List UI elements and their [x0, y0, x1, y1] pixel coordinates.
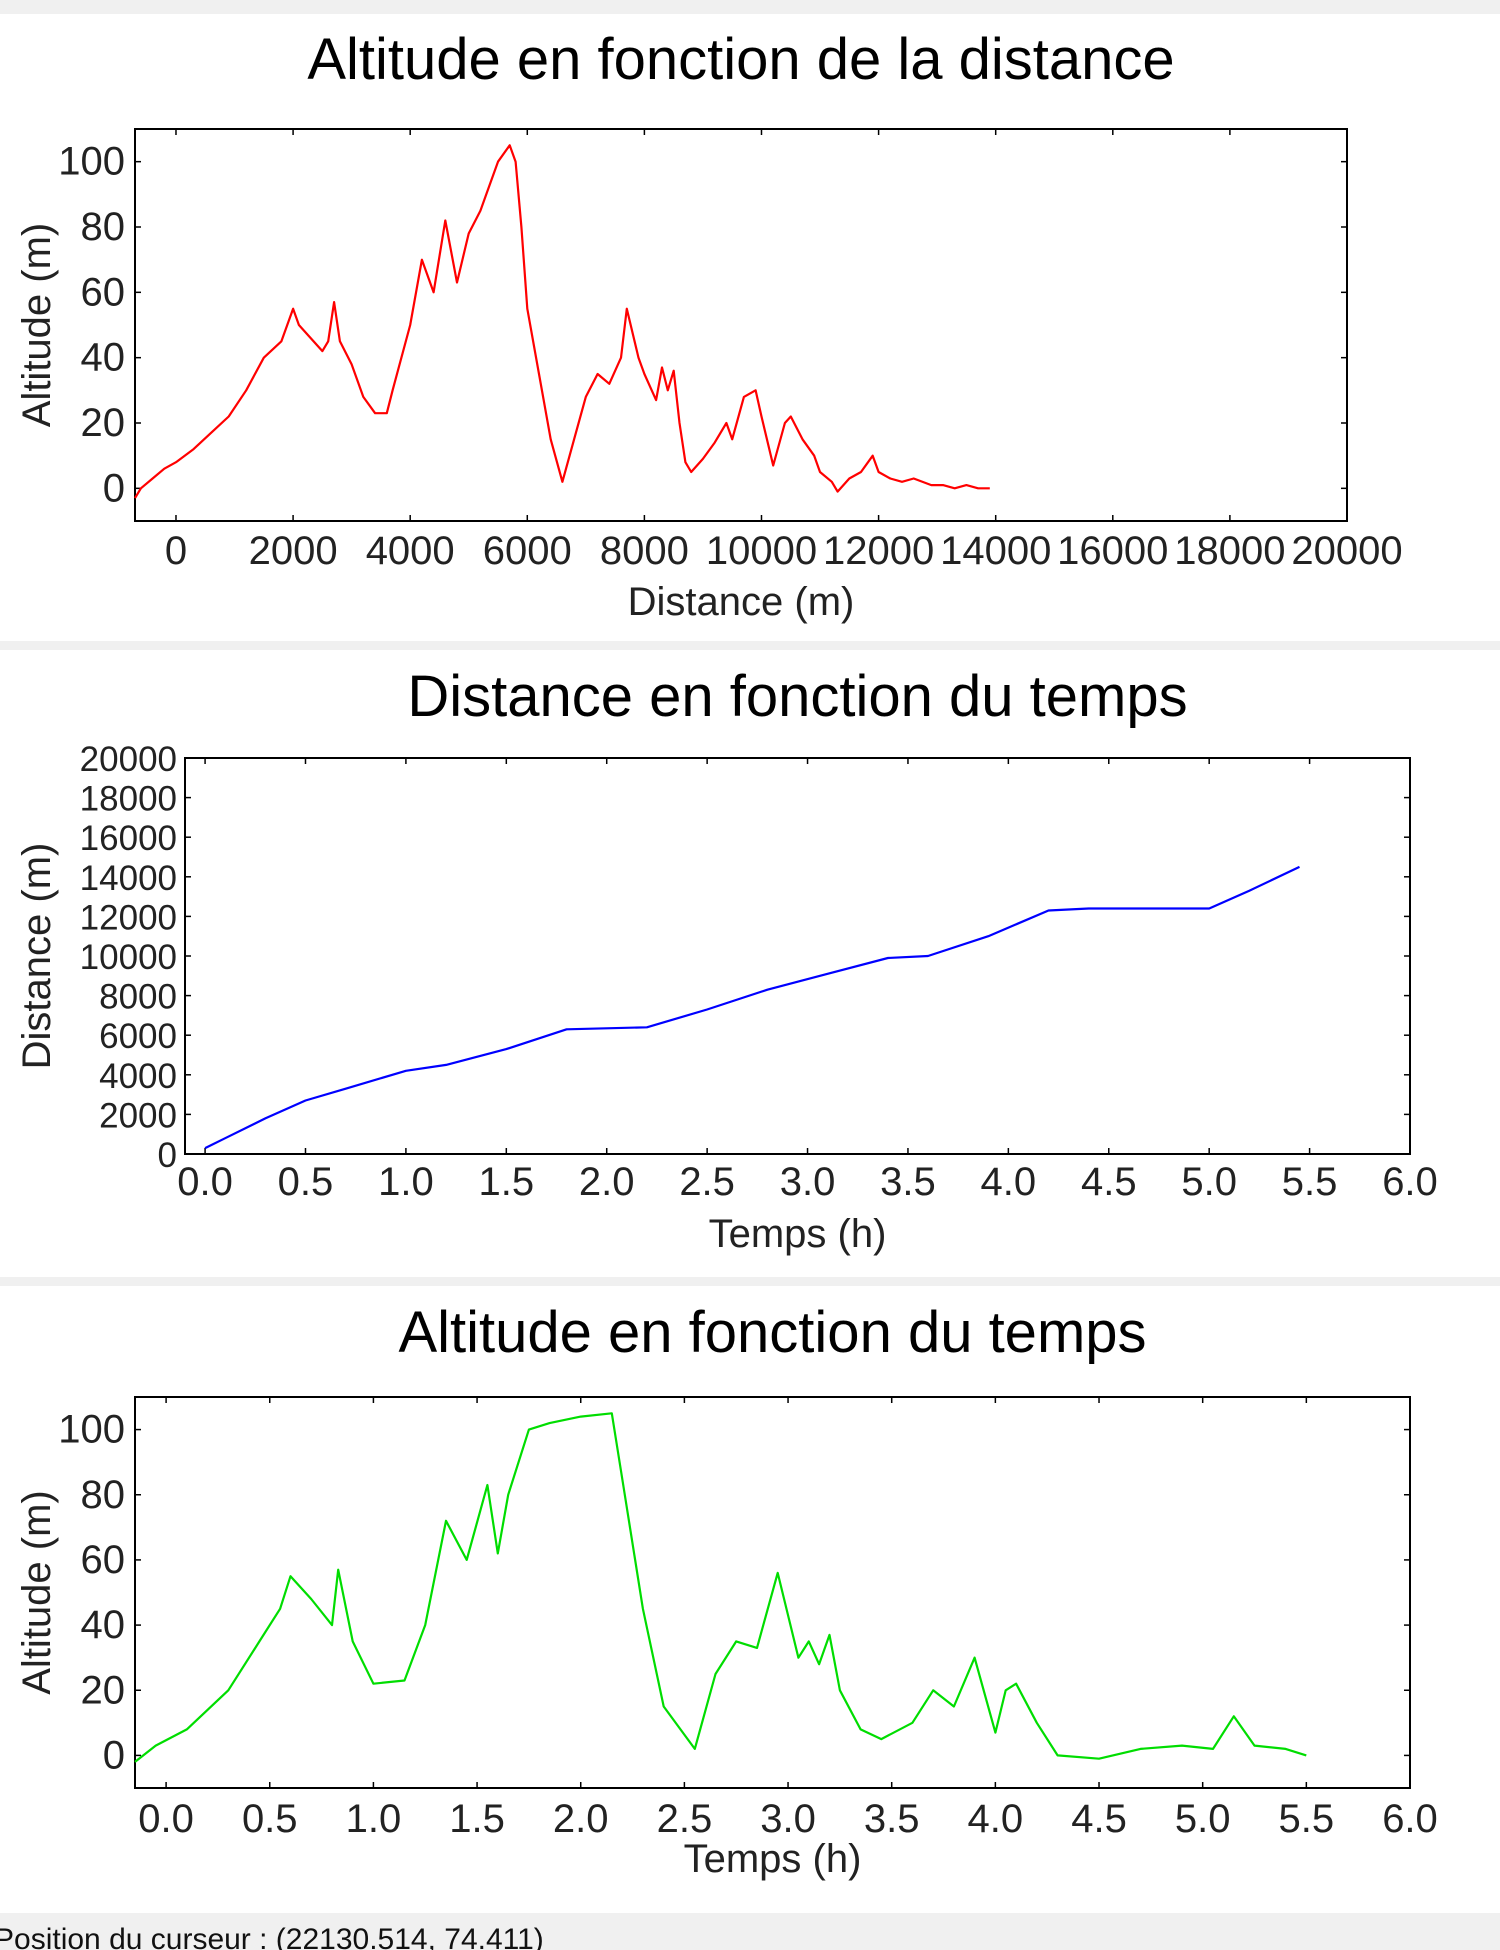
- chart-panel-altitude-distance: Altitude en fonction de la distance 0 2000…: [0, 14, 1500, 641]
- y-axis-label: Altitude (m): [15, 1490, 59, 1695]
- x-tick-label: 1.0: [346, 1797, 402, 1841]
- x-tick-label: 20000: [1291, 529, 1402, 573]
- x-tick-label: 12000: [823, 529, 934, 573]
- chart-title: Altitude en fonction du temps: [398, 1300, 1146, 1365]
- plot-area: [134, 128, 1348, 522]
- y-tick-label: 10000: [80, 938, 177, 977]
- x-tick-label: 14000: [940, 529, 1051, 573]
- y-tick-label: 0: [158, 1136, 177, 1175]
- chart-altitude-time: Altitude en fonction du temps 0.0 0.5 1.0 1.…: [15, 1300, 1438, 1881]
- chart-panel-altitude-time: Altitude en fonction du temps 0.0 0.5 1.0 1.…: [0, 1286, 1500, 1913]
- x-tick-label: 0.5: [278, 1160, 334, 1204]
- plot-area: [184, 757, 1411, 1155]
- x-tick-label: 2.5: [657, 1797, 713, 1841]
- y-axis-label: Altitude (m): [15, 223, 59, 428]
- x-tick-label: 1.5: [449, 1797, 505, 1841]
- x-tick-label: 4.0: [968, 1797, 1024, 1841]
- chart-altitude-distance: Altitude en fonction de la distance 0 2000…: [15, 27, 1403, 624]
- x-tick-label: 3.0: [760, 1797, 816, 1841]
- series-line: [204, 865, 1300, 1150]
- x-tick-label: 18000: [1174, 529, 1285, 573]
- series-line: [134, 1412, 1307, 1763]
- x-tick-label: 0.0: [177, 1160, 233, 1204]
- y-tick-label: 12000: [80, 898, 177, 937]
- y-tick-label: 6000: [99, 1017, 177, 1056]
- y-tick-label: 0: [103, 466, 125, 510]
- x-tick-label: 5.5: [1282, 1160, 1338, 1204]
- x-tick-label: 10000: [706, 529, 817, 573]
- x-tick-label: 5.0: [1181, 1160, 1237, 1204]
- status-bar: Position du curseur : (22130.514, 74.411…: [0, 1918, 1500, 1950]
- y-tick-label: 40: [81, 1603, 126, 1647]
- x-tick-label: 1.5: [479, 1160, 535, 1204]
- x-tick-label: 2.5: [679, 1160, 735, 1204]
- x-tick-label: 6000: [483, 529, 572, 573]
- x-tick-label: 6.0: [1382, 1160, 1438, 1204]
- x-tick-label: 2.0: [553, 1797, 609, 1841]
- y-tick-label: 80: [81, 205, 126, 249]
- x-axis-label: Temps (h): [709, 1212, 887, 1256]
- x-tick-label: 0: [165, 529, 187, 573]
- y-tick-label: 18000: [80, 780, 177, 819]
- x-tick-label: 4.0: [981, 1160, 1037, 1204]
- x-tick-label: 0.0: [138, 1797, 194, 1841]
- chart-title: Distance en fonction du temps: [407, 664, 1187, 729]
- chart-title: Altitude en fonction de la distance: [307, 27, 1174, 92]
- y-tick-label: 20: [81, 401, 126, 445]
- y-tick-label: 60: [81, 1538, 126, 1582]
- x-tick-label: 4.5: [1071, 1797, 1127, 1841]
- x-tick-label: 5.5: [1279, 1797, 1335, 1841]
- series-line: [134, 144, 990, 499]
- x-tick-label: 8000: [600, 529, 689, 573]
- x-tick-label: 16000: [1057, 529, 1168, 573]
- chart-distance-time: Distance en fonction du temps 0.0 0.5 1.0 1.…: [15, 664, 1438, 1256]
- x-tick-label: 2.0: [579, 1160, 635, 1204]
- chart-panel-distance-time: Distance en fonction du temps 0.0 0.5 1.0 1.…: [0, 650, 1500, 1277]
- y-tick-label: 0: [103, 1733, 125, 1777]
- x-tick-label: 6.0: [1382, 1797, 1438, 1841]
- y-tick-label: 20: [81, 1668, 126, 1712]
- x-axis-label: Temps (h): [684, 1837, 862, 1881]
- y-tick-label: 16000: [80, 819, 177, 858]
- x-tick-label: 4.5: [1081, 1160, 1137, 1204]
- y-tick-label: 14000: [80, 859, 177, 898]
- x-axis-label: Distance (m): [628, 580, 855, 624]
- x-tick-label: 2000: [249, 529, 338, 573]
- x-tick-label: 5.0: [1175, 1797, 1231, 1841]
- y-tick-label: 100: [58, 1408, 125, 1452]
- x-tick-label: 4000: [366, 529, 455, 573]
- y-tick-label: 4000: [99, 1057, 177, 1096]
- x-tick-label: 3.5: [880, 1160, 936, 1204]
- x-tick-label: 0.5: [242, 1797, 298, 1841]
- y-tick-label: 100: [58, 140, 125, 184]
- y-tick-label: 2000: [99, 1096, 177, 1135]
- cursor-position-text: Position du curseur : (22130.514, 74.411…: [0, 1923, 544, 1950]
- y-tick-label: 80: [81, 1473, 126, 1517]
- y-tick-label: 20000: [80, 740, 177, 779]
- x-tick-label: 3.0: [780, 1160, 836, 1204]
- y-tick-label: 40: [81, 336, 126, 380]
- x-tick-label: 3.5: [864, 1797, 920, 1841]
- y-axis-label: Distance (m): [15, 843, 59, 1070]
- y-tick-label: 60: [81, 270, 126, 314]
- y-tick-label: 8000: [99, 978, 177, 1017]
- x-tick-label: 1.0: [378, 1160, 434, 1204]
